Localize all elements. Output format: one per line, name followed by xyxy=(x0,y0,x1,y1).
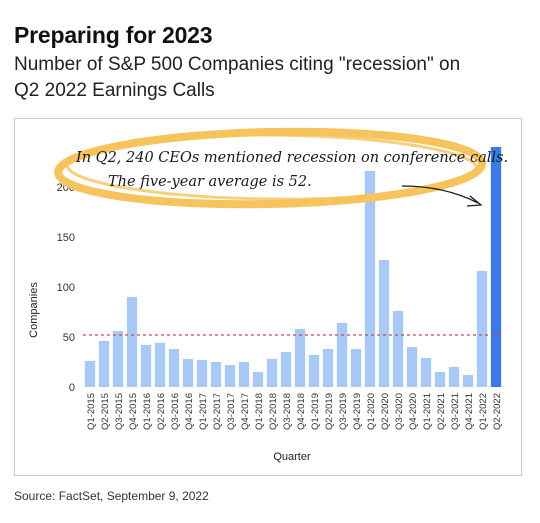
bar-q3-2021 xyxy=(448,367,460,387)
bar-q1-2021 xyxy=(420,358,432,387)
bar-q3-2016 xyxy=(168,349,180,387)
annotation-line-1: In Q2, 240 CEOs mentioned recession on c… xyxy=(75,150,508,166)
x-tick-label: Q2-2019 xyxy=(324,393,335,430)
bar-q4-2019 xyxy=(350,349,362,387)
chart-frame xyxy=(14,118,522,476)
bar-q3-2019 xyxy=(336,323,348,387)
bar-q1-2020 xyxy=(364,171,376,387)
bar-q1-2022 xyxy=(476,271,488,387)
bar-q4-2018 xyxy=(294,329,306,387)
x-tick-label: Q1-2022 xyxy=(478,393,489,430)
annotation-ring xyxy=(54,127,486,209)
y-tick-label: 100 xyxy=(57,282,75,294)
x-tick-label: Q3-2015 xyxy=(114,393,125,430)
bar-q3-2018 xyxy=(280,352,292,387)
x-tick-label: Q3-2018 xyxy=(282,393,293,430)
annotation-line-2: The five-year average is 52. xyxy=(108,174,312,190)
bar-q3-2020 xyxy=(392,311,404,387)
bar-q2-2016 xyxy=(154,343,166,387)
y-tick-label: 0 xyxy=(69,382,75,394)
bars xyxy=(84,147,502,387)
subtitle-line-2: Q2 2022 Earnings Calls xyxy=(14,80,215,101)
x-tick-label: Q4-2016 xyxy=(184,393,195,430)
x-tick-label: Q2-2020 xyxy=(380,393,391,430)
x-tick-label: Q1-2015 xyxy=(86,393,97,430)
x-tick-label: Q2-2017 xyxy=(212,393,223,430)
x-tick-label: Q2-2016 xyxy=(156,393,167,430)
bar-q2-2022 xyxy=(490,147,502,387)
bar-q3-2015 xyxy=(112,331,124,387)
y-tick-label: 150 xyxy=(57,232,75,244)
x-tick-label: Q4-2018 xyxy=(296,393,307,430)
source-note: Source: FactSet, September 9, 2022 xyxy=(14,489,209,503)
bar-q2-2021 xyxy=(434,372,446,387)
bar-q3-2017 xyxy=(224,365,236,387)
annotation: In Q2, 240 CEOs mentioned recession on c… xyxy=(54,127,508,209)
x-tick-label: Q2-2015 xyxy=(100,393,111,430)
bar-q2-2017 xyxy=(210,362,222,387)
x-tick-label: Q3-2017 xyxy=(226,393,237,430)
x-tick-label: Q3-2019 xyxy=(338,393,349,430)
x-tick-label: Q1-2020 xyxy=(366,393,377,430)
bar-q1-2015 xyxy=(84,361,96,387)
y-tick-label: 50 xyxy=(63,332,75,344)
x-axis-label: Quarter xyxy=(273,451,311,463)
subtitle-line-1: Number of S&P 500 Companies citing "rece… xyxy=(14,54,461,75)
x-tick-label: Q1-2018 xyxy=(254,393,265,430)
x-tick-label: Q4-2020 xyxy=(408,393,419,430)
x-tick-label: Q2-2018 xyxy=(268,393,279,430)
x-tick-label: Q1-2019 xyxy=(310,393,321,430)
x-tick-label: Q3-2016 xyxy=(170,393,181,430)
bar-q4-2016 xyxy=(182,359,194,387)
x-tick-label: Q4-2015 xyxy=(128,393,139,430)
x-tick-label: Q4-2017 xyxy=(240,393,251,430)
annotation-arrow-head xyxy=(466,195,483,207)
x-axis-ticks: Q1-2015 Q2-2015 Q3-2015 Q4-2015 Q1-2016 Q2-20… xyxy=(86,393,503,430)
bar-q2-2020 xyxy=(378,260,390,387)
x-tick-label: Q4-2019 xyxy=(352,393,363,430)
x-tick-label: Q1-2021 xyxy=(422,393,433,430)
annotation-arrow xyxy=(401,185,479,204)
bar-q4-2020 xyxy=(406,347,418,387)
x-tick-label: Q3-2021 xyxy=(450,393,461,430)
x-tick-label: Q1-2017 xyxy=(198,393,209,430)
bar-q2-2019 xyxy=(322,349,334,387)
x-tick-label: Q2-2021 xyxy=(436,393,447,430)
bar-q4-2017 xyxy=(238,362,250,387)
x-tick-label: Q4-2021 xyxy=(464,393,475,430)
chart-subtitle: Number of S&P 500 Companies citing "rece… xyxy=(14,52,524,104)
bar-q1-2016 xyxy=(140,345,152,387)
bar-q2-2018 xyxy=(266,359,278,387)
bar-q1-2018 xyxy=(252,372,264,387)
annotation-ring-inner xyxy=(65,133,479,201)
bar-q4-2021 xyxy=(462,375,474,387)
y-axis-label: Companies xyxy=(28,282,40,338)
x-tick-label: Q3-2020 xyxy=(394,393,405,430)
x-tick-label: Q2-2022 xyxy=(492,393,503,430)
bar-q4-2015 xyxy=(126,297,138,387)
chart-title: Preparing for 2023 xyxy=(14,22,213,48)
bar-q1-2017 xyxy=(196,360,208,387)
x-tick-label: Q1-2016 xyxy=(142,393,153,430)
bar-q1-2019 xyxy=(308,355,320,387)
bar-q2-2015 xyxy=(98,341,110,387)
